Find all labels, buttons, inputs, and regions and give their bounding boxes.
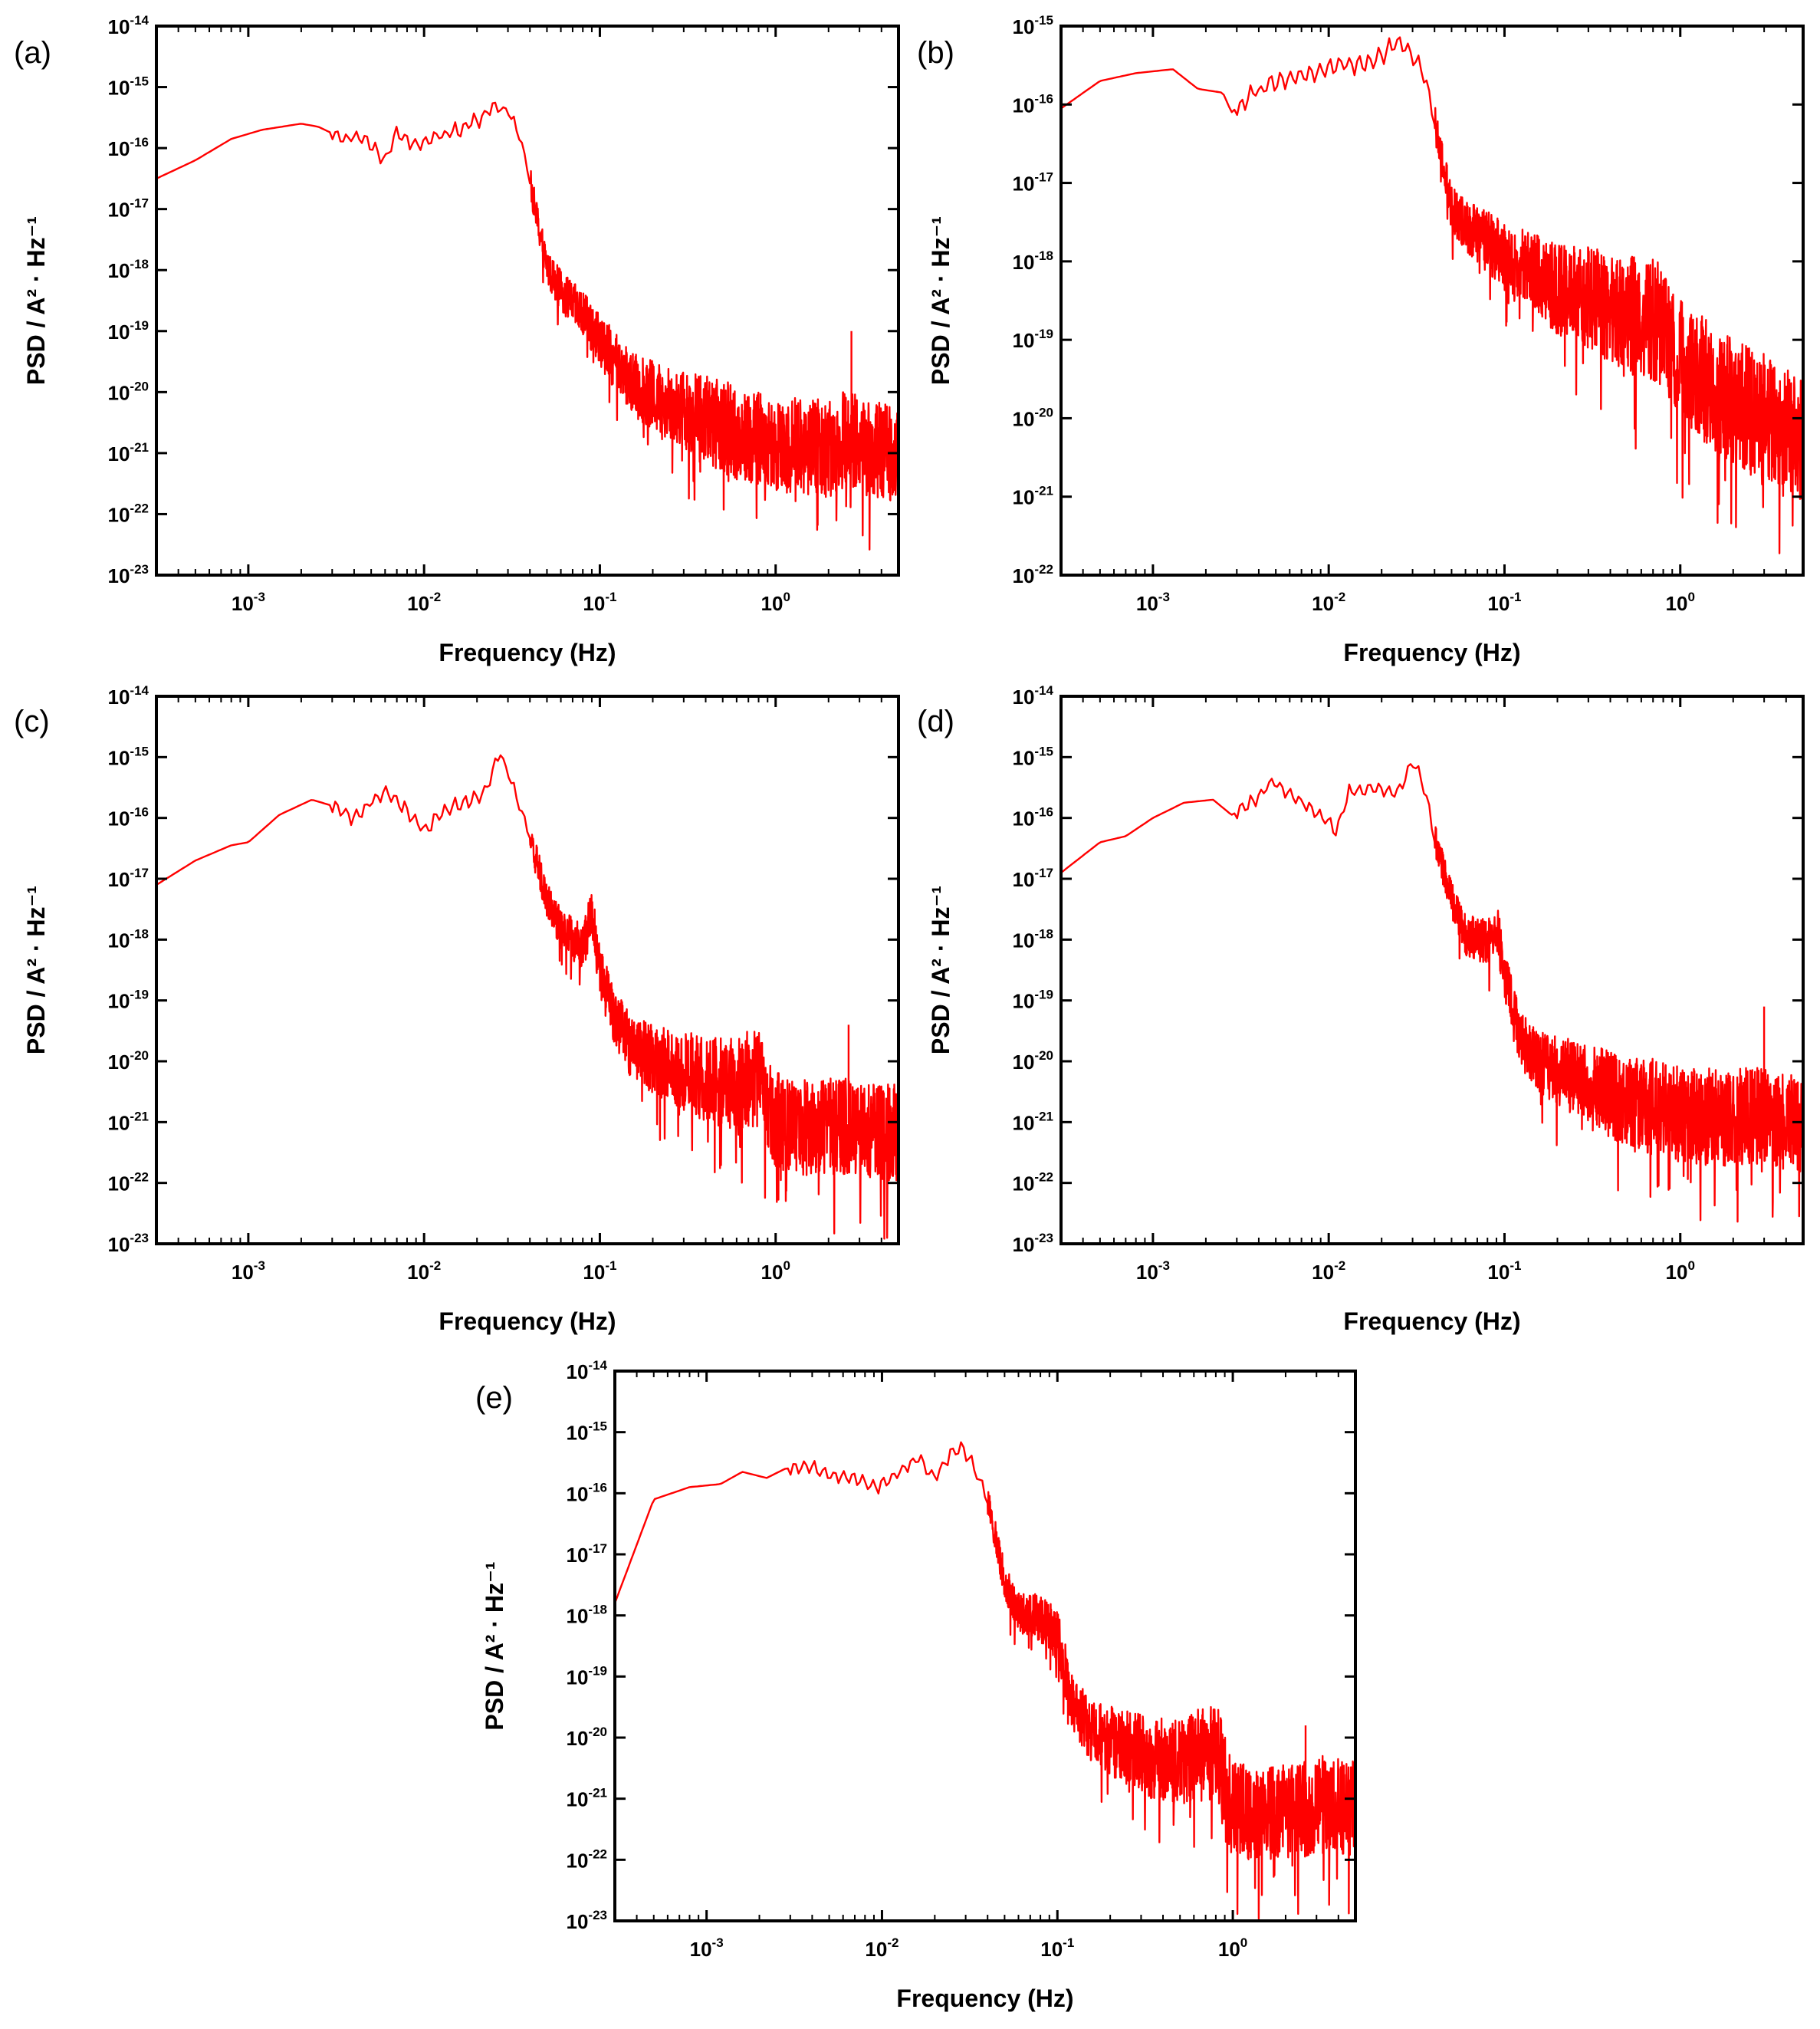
y-tick-label: 10-16 — [1013, 805, 1054, 830]
y-tick-label: 10-21 — [1013, 484, 1054, 509]
y-tick-label: 10-17 — [108, 866, 149, 891]
y-axis-title: PSD / A² · Hz⁻¹ — [927, 216, 954, 385]
x-axis-title: Frequency (Hz) — [439, 1307, 616, 1335]
y-tick-label: 10-23 — [108, 1231, 149, 1256]
y-axis-title: PSD / A² · Hz⁻¹ — [927, 886, 954, 1054]
x-tick-label: 10-1 — [1040, 1935, 1074, 1961]
panel-label: (a) — [14, 36, 51, 70]
y-tick-label: 10-19 — [108, 318, 149, 344]
y-tick-label: 10-23 — [1013, 1231, 1054, 1256]
x-tick-label: 100 — [1666, 1258, 1695, 1284]
panel-label: (d) — [917, 705, 954, 738]
x-tick-label: 100 — [1666, 590, 1695, 615]
y-tick-label: 10-17 — [1013, 866, 1054, 891]
x-tick-label: 100 — [1218, 1935, 1247, 1961]
y-tick-label: 10-17 — [567, 1541, 608, 1567]
x-tick-label: 10-2 — [865, 1935, 899, 1961]
x-tick-label: 10-3 — [690, 1935, 724, 1961]
panel-b: (b) 10-3 10-2 10-1 100 10-22 10-21 10-20 10-19 10… — [917, 13, 1805, 666]
psd-series-line — [1061, 36, 1803, 554]
y-tick-label: 10-22 — [567, 1846, 608, 1872]
plot-frame — [613, 1370, 1357, 1922]
y-tick-label: 10-18 — [108, 926, 149, 952]
y-tick-label: 10-16 — [567, 1480, 608, 1505]
x-tick-label: 10-3 — [232, 1258, 265, 1284]
y-tick-label: 10-18 — [1013, 926, 1054, 952]
plot-frame — [1059, 25, 1805, 577]
y-tick-label: 10-15 — [1013, 744, 1054, 769]
x-tick-label: 100 — [761, 1258, 790, 1284]
x-tick-label: 10-3 — [1136, 1258, 1170, 1284]
plot-frame — [155, 695, 900, 1245]
y-tick-label: 10-22 — [1013, 1170, 1054, 1195]
y-tick-label: 10-20 — [567, 1725, 608, 1750]
y-tick-label: 10-20 — [1013, 1048, 1054, 1074]
panel-label: (e) — [475, 1381, 513, 1415]
x-axis-title: Frequency (Hz) — [896, 1985, 1073, 2012]
y-tick-label: 10-15 — [567, 1419, 608, 1445]
x-tick-label: 100 — [761, 590, 790, 615]
y-tick-label: 10-16 — [108, 135, 149, 160]
x-tick-label: 10-1 — [583, 590, 616, 615]
psd-series-line — [615, 1441, 1355, 1920]
y-tick-label: 10-21 — [108, 440, 149, 465]
y-axis-title: PSD / A² · Hz⁻¹ — [481, 1561, 508, 1730]
psd-series-line — [156, 101, 899, 551]
y-tick-label: 10-20 — [108, 379, 149, 404]
y-tick-label: 10-21 — [567, 1786, 608, 1811]
panel-d: (d) 10-3 10-2 10-1 100 10-23 10-22 10-21 10-20 10… — [917, 683, 1805, 1335]
x-axis-title: Frequency (Hz) — [1343, 639, 1520, 666]
y-tick-label: 10-14 — [567, 1358, 608, 1383]
x-tick-label: 10-1 — [583, 1258, 616, 1284]
panel-label: (b) — [917, 36, 954, 70]
y-tick-label: 10-23 — [567, 1908, 608, 1933]
y-tick-label: 10-21 — [108, 1109, 149, 1134]
x-tick-label: 10-3 — [232, 590, 265, 615]
y-tick-label: 10-15 — [108, 74, 149, 100]
y-tick-label: 10-17 — [108, 196, 149, 222]
y-tick-label: 10-20 — [108, 1048, 149, 1074]
x-tick-label: 10-2 — [1312, 590, 1345, 615]
plot-frame — [155, 25, 900, 577]
y-tick-label: 10-19 — [1013, 988, 1054, 1013]
y-tick-label: 10-14 — [108, 13, 149, 38]
y-tick-label: 10-18 — [1013, 248, 1054, 274]
plot-frame — [1059, 695, 1805, 1245]
x-axis-title: Frequency (Hz) — [439, 639, 616, 666]
x-tick-label: 10-2 — [407, 590, 441, 615]
x-tick-label: 10-1 — [1487, 590, 1521, 615]
y-tick-label: 10-18 — [567, 1603, 608, 1628]
y-tick-label: 10-22 — [108, 501, 149, 526]
panel-e: (e) 10-3 10-2 10-1 100 10-23 10-22 10-21 10-20 10… — [475, 1358, 1357, 2012]
y-tick-label: 10-22 — [1013, 562, 1054, 587]
x-tick-label: 10-3 — [1136, 590, 1170, 615]
y-axis-title: PSD / A² · Hz⁻¹ — [22, 886, 50, 1054]
y-tick-label: 10-15 — [1013, 13, 1054, 38]
panel-a: (a) 10-3 10-2 10-1 100 10-23 10-22 10-21 10-20 10… — [14, 13, 900, 666]
y-tick-label: 10-19 — [1013, 327, 1054, 352]
y-tick-label: 10-19 — [108, 988, 149, 1013]
panel-label: (c) — [14, 705, 50, 738]
y-tick-label: 10-19 — [567, 1663, 608, 1689]
y-tick-label: 10-20 — [1013, 405, 1054, 430]
y-tick-label: 10-16 — [1013, 91, 1054, 117]
y-axis-title: PSD / A² · Hz⁻¹ — [22, 216, 50, 385]
x-tick-label: 10-1 — [1487, 1258, 1521, 1284]
panel-c: (c) 10-3 10-2 10-1 100 10-23 10-22 10-21 10-20 10… — [14, 683, 900, 1335]
y-tick-label: 10-15 — [108, 744, 149, 769]
y-tick-label: 10-14 — [1013, 683, 1054, 709]
x-tick-label: 10-2 — [407, 1258, 441, 1284]
y-tick-label: 10-21 — [1013, 1109, 1054, 1134]
y-tick-label: 10-23 — [108, 562, 149, 587]
y-tick-label: 10-22 — [108, 1170, 149, 1195]
psd-series-line — [156, 754, 899, 1240]
psd-series-line — [1061, 763, 1803, 1223]
x-axis-title: Frequency (Hz) — [1343, 1307, 1520, 1335]
y-tick-label: 10-16 — [108, 805, 149, 830]
y-tick-label: 10-14 — [108, 683, 149, 709]
y-tick-label: 10-18 — [108, 257, 149, 282]
y-tick-label: 10-17 — [1013, 170, 1054, 196]
x-tick-label: 10-2 — [1312, 1258, 1345, 1284]
